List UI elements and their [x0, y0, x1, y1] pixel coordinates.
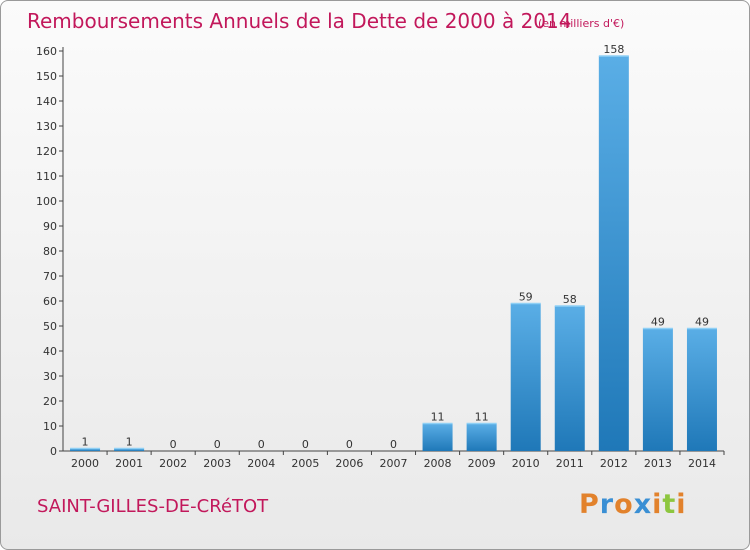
y-tick-label: 30: [43, 370, 57, 383]
y-tick-label: 110: [36, 170, 57, 183]
data-label: 1: [126, 436, 133, 449]
x-tick-label: 2008: [424, 457, 452, 470]
logo-letter: x: [633, 489, 653, 520]
x-tick-label: 2011: [556, 457, 584, 470]
x-tick-label: 2000: [71, 457, 99, 470]
bar: [114, 448, 145, 451]
y-tick-label: 40: [43, 345, 57, 358]
logo-letter: P: [579, 489, 600, 520]
x-tick-label: 2010: [512, 457, 540, 470]
x-tick-label: 2003: [203, 457, 231, 470]
x-tick-label: 2009: [468, 457, 496, 470]
data-label: 11: [475, 411, 489, 424]
y-tick-label: 20: [43, 395, 57, 408]
data-label: 11: [431, 411, 445, 424]
bar: [598, 56, 629, 451]
bar: [510, 303, 541, 451]
bar: [642, 328, 673, 451]
y-axis: 0 10 20 30 40 50 60 70 80 90 100 110 120 130 140 150 160: [36, 45, 64, 458]
y-tick-label: 60: [43, 295, 57, 308]
data-label: 0: [170, 438, 177, 451]
logo-letter: i: [676, 489, 687, 520]
data-label: 58: [563, 293, 577, 306]
x-tick-label: 2012: [600, 457, 628, 470]
data-label: 0: [214, 438, 221, 451]
bar: [466, 423, 497, 451]
x-tick-label: 2004: [247, 457, 275, 470]
y-tick-label: 50: [43, 320, 57, 333]
y-tick-label: 80: [43, 245, 57, 258]
bar: [554, 306, 585, 451]
chart-unit: (en milliers d'€): [538, 17, 625, 30]
data-label: 158: [603, 43, 624, 56]
x-tick-label: 2005: [291, 457, 319, 470]
bar: [686, 328, 717, 451]
data-label: 0: [302, 438, 309, 451]
x-axis: 2000 2001 2002 2003 2004 2005 2006 2007 2008 2009…: [63, 450, 725, 470]
y-tick-label: 10: [43, 420, 57, 433]
x-tick-label: 2013: [644, 457, 672, 470]
proxiti-logo: Proxiti: [579, 489, 687, 520]
y-tick-label: 140: [36, 95, 57, 108]
logo-letter: t: [662, 489, 677, 520]
data-label: 49: [695, 316, 709, 329]
y-tick-label: 160: [36, 45, 57, 58]
place-name: SAINT-GILLES-DE-CRéTOT: [37, 496, 269, 517]
y-tick-label: 150: [36, 70, 57, 83]
bar: [422, 423, 453, 451]
y-tick-label: 70: [43, 270, 57, 283]
x-tick-label: 2001: [115, 457, 143, 470]
y-tick-label: 0: [50, 445, 57, 458]
y-tick-label: 130: [36, 120, 57, 133]
x-tick-label: 2006: [335, 457, 363, 470]
data-label: 59: [519, 291, 533, 304]
y-tick-label: 120: [36, 145, 57, 158]
x-tick-label: 2007: [380, 457, 408, 470]
data-label: 1: [82, 436, 89, 449]
data-label: 0: [390, 438, 397, 451]
data-label: 0: [346, 438, 353, 451]
logo-letter: o: [614, 489, 634, 520]
y-tick-label: 90: [43, 220, 57, 233]
y-tick-label: 100: [36, 195, 57, 208]
x-tick-label: 2002: [159, 457, 187, 470]
data-label: 49: [651, 316, 665, 329]
data-label: 0: [258, 438, 265, 451]
x-tick-label: 2014: [688, 457, 716, 470]
logo-letter: r: [599, 489, 615, 520]
bar: [70, 448, 101, 451]
chart-title: Remboursements Annuels de la Dette de 20…: [27, 9, 572, 33]
logo-letter: i: [652, 489, 663, 520]
